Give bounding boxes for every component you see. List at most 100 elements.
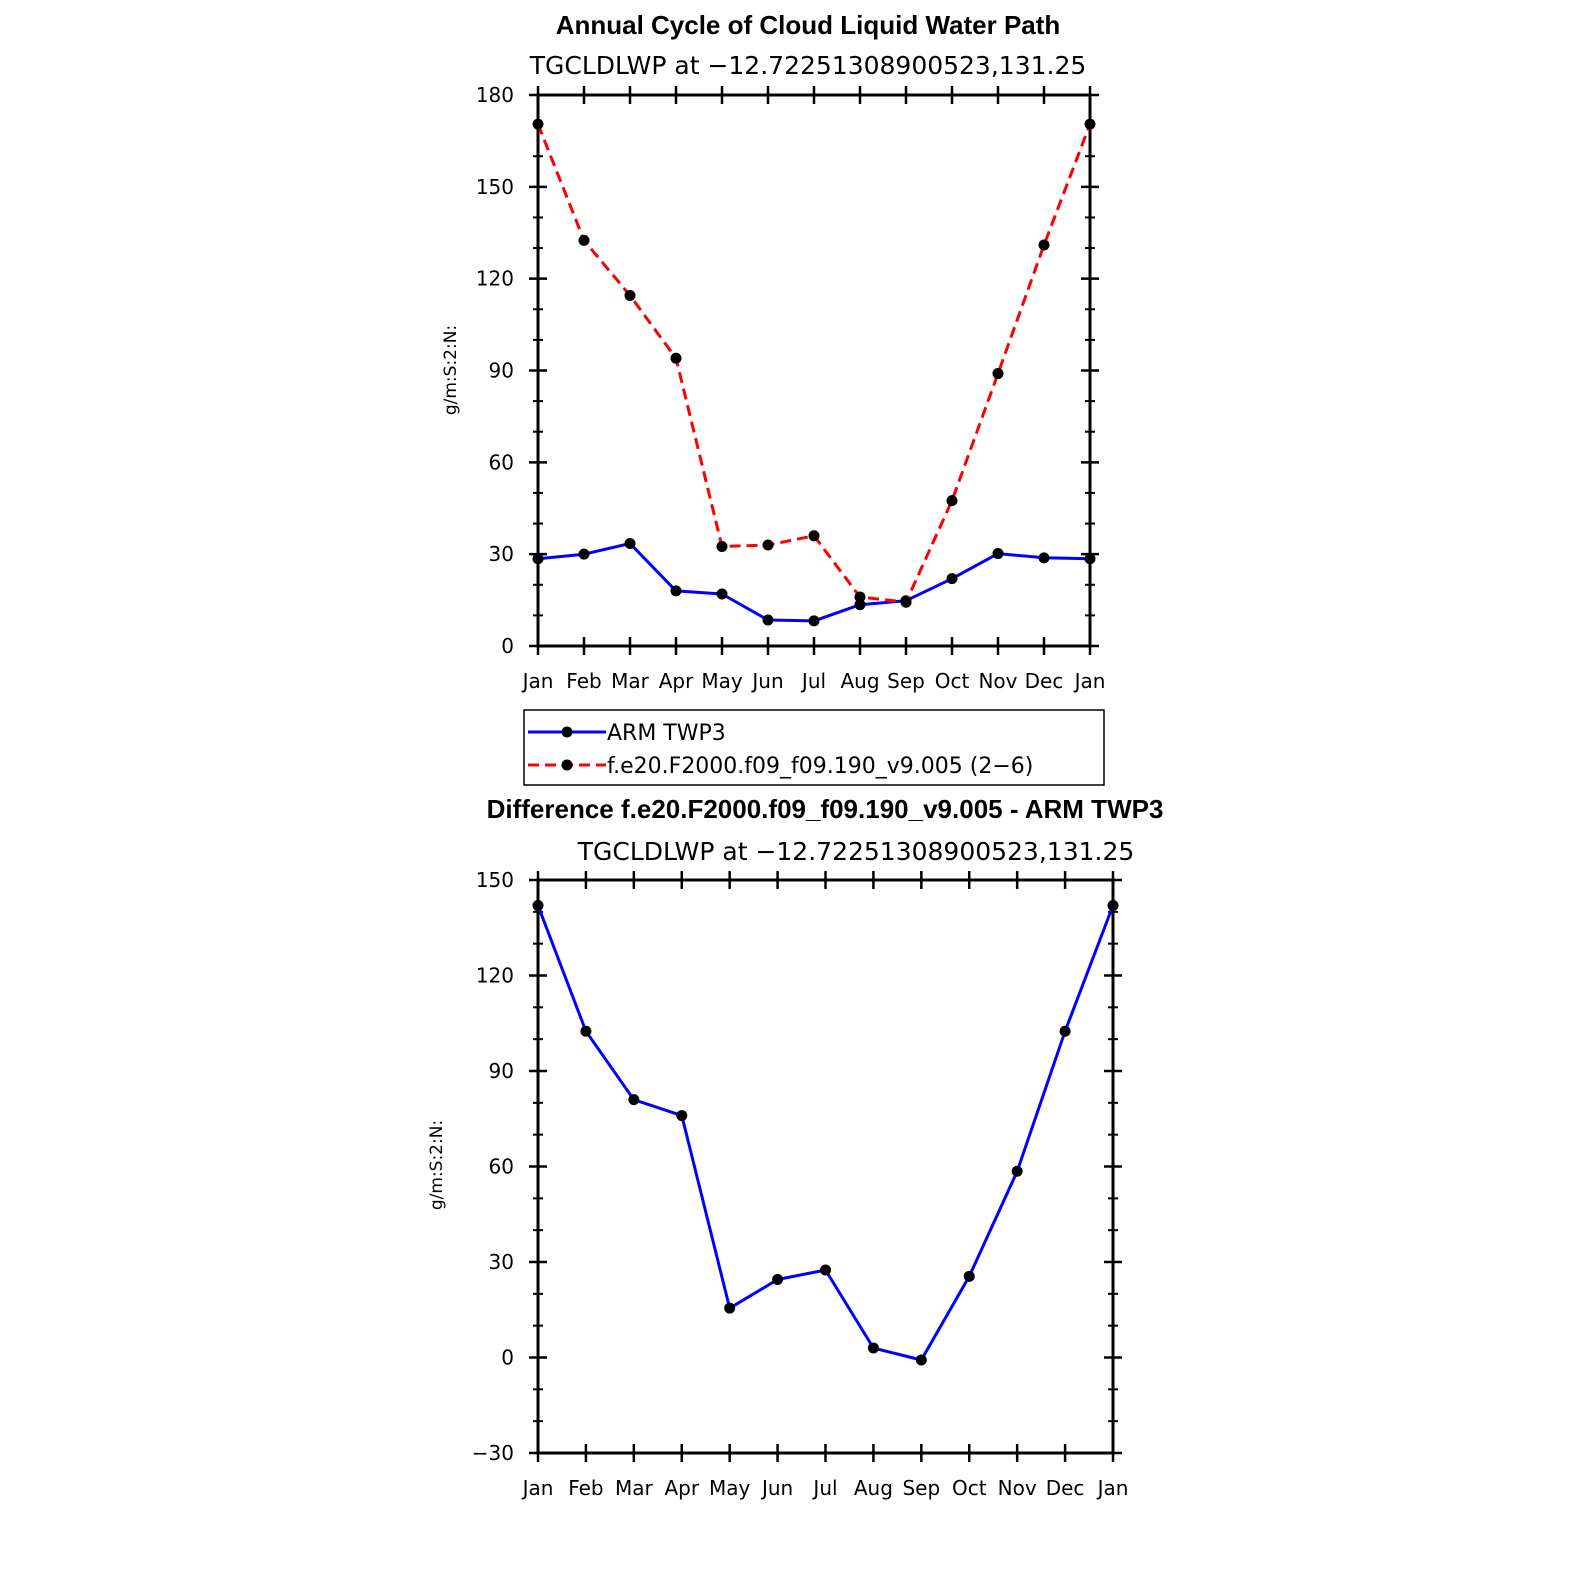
data-point bbox=[820, 1264, 831, 1276]
y-tick-label: 120 bbox=[476, 964, 514, 988]
y-tick-label: 180 bbox=[476, 83, 514, 107]
data-point bbox=[1107, 899, 1119, 911]
data-point bbox=[915, 1354, 927, 1366]
data-point bbox=[578, 234, 590, 246]
x-tick-label: May bbox=[709, 1476, 751, 1500]
x-tick-label: Feb bbox=[568, 1476, 603, 1500]
panel2-series bbox=[532, 899, 1119, 1366]
y-tick-label: 0 bbox=[501, 1346, 514, 1370]
data-point bbox=[808, 530, 820, 542]
data-point bbox=[716, 541, 728, 553]
x-tick-label: Feb bbox=[566, 669, 601, 693]
data-point bbox=[854, 599, 866, 611]
legend-label-arm-twp3: ARM TWP3 bbox=[607, 721, 726, 746]
legend-marker-arm-twp3 bbox=[561, 726, 573, 738]
annual-cycle-panel: Annual Cycle of Cloud Liquid Water Path … bbox=[441, 10, 1105, 693]
data-point bbox=[676, 1110, 688, 1122]
data-point bbox=[1059, 1025, 1071, 1037]
panel2-plot-frame bbox=[536, 878, 1115, 1455]
data-point bbox=[992, 368, 1004, 380]
y-tick-label: 150 bbox=[476, 868, 514, 892]
y-tick-label: 30 bbox=[489, 542, 514, 566]
y-tick-label: 90 bbox=[489, 1059, 514, 1083]
difference-panel: Difference f.e20.F2000.f09_f09.190_v9.00… bbox=[427, 794, 1163, 1500]
panel1-title: Annual Cycle of Cloud Liquid Water Path bbox=[556, 10, 1061, 40]
data-point bbox=[946, 495, 958, 507]
panel1-plot-frame bbox=[536, 93, 1092, 648]
data-point bbox=[532, 899, 544, 911]
data-point bbox=[580, 1025, 592, 1037]
data-point bbox=[946, 573, 958, 585]
panel1-tick-labels: 0 30 60 90 120 150 180 Jan Feb Mar Apr May Jun Jul Aug… bbox=[476, 83, 1106, 693]
x-tick-label: Dec bbox=[1025, 669, 1064, 693]
y-tick-label: −30 bbox=[472, 1441, 514, 1465]
data-point bbox=[624, 537, 636, 549]
panel1-subtitle: TGCLDLWP at −12.72251308900523,131.25 bbox=[529, 51, 1087, 80]
x-tick-label: Sep bbox=[887, 669, 925, 693]
data-point bbox=[724, 1302, 736, 1314]
x-tick-label: Jan bbox=[521, 1476, 554, 1500]
panel2-subtitle: TGCLDLWP at −12.72251308900523,131.25 bbox=[577, 837, 1135, 866]
panel2-title: Difference f.e20.F2000.f09_f09.190_v9.00… bbox=[487, 794, 1164, 824]
panel2-ticks bbox=[529, 871, 1122, 1462]
data-point bbox=[762, 539, 774, 551]
legend-marker-model bbox=[561, 759, 573, 771]
x-tick-label: Apr bbox=[664, 1476, 699, 1500]
data-point bbox=[867, 1342, 879, 1354]
data-point bbox=[532, 118, 544, 130]
x-tick-label: Jan bbox=[1073, 669, 1106, 693]
y-tick-label: 0 bbox=[501, 634, 514, 658]
x-tick-label: Jul bbox=[800, 669, 826, 693]
x-tick-label: Apr bbox=[659, 669, 694, 693]
x-tick-label: Jul bbox=[811, 1476, 837, 1500]
series-line-primary bbox=[536, 904, 1115, 1362]
data-point bbox=[900, 596, 912, 608]
legend-label-model: f.e20.F2000.f09_f09.190_v9.005 (2−6) bbox=[607, 754, 1033, 779]
data-point bbox=[532, 553, 544, 565]
data-point bbox=[963, 1270, 975, 1282]
legend-box bbox=[523, 709, 1105, 786]
data-point bbox=[1038, 239, 1050, 251]
x-tick-label: Mar bbox=[611, 669, 650, 693]
data-point bbox=[992, 548, 1004, 560]
x-tick-label: Aug bbox=[854, 1476, 893, 1500]
x-tick-label: Aug bbox=[840, 669, 879, 693]
data-point bbox=[670, 585, 682, 597]
panel2-y-axis-label: g/m:S:2:N: bbox=[427, 1120, 447, 1210]
panel1-ticks bbox=[529, 86, 1099, 655]
y-tick-label: 30 bbox=[489, 1250, 514, 1274]
x-tick-label: Oct bbox=[952, 1476, 987, 1500]
data-point bbox=[772, 1274, 784, 1286]
data-point bbox=[1084, 118, 1096, 130]
panel1-series bbox=[532, 118, 1096, 627]
panel2-tick-labels: −30 0 30 60 90 120 150 Jan Feb Mar Apr May Jun Jul Aug… bbox=[472, 868, 1129, 1500]
x-tick-label: Jun bbox=[760, 1476, 793, 1500]
data-point bbox=[670, 352, 682, 364]
x-tick-label: Nov bbox=[978, 669, 1017, 693]
y-tick-label: 60 bbox=[489, 450, 514, 474]
data-point bbox=[578, 548, 590, 560]
data-point bbox=[1084, 553, 1096, 565]
x-tick-label: Jan bbox=[1096, 1476, 1129, 1500]
y-tick-label: 90 bbox=[489, 359, 514, 383]
x-tick-label: Oct bbox=[935, 669, 970, 693]
panel1-y-axis-label: g/m:S:2:N: bbox=[441, 325, 461, 415]
data-point bbox=[716, 588, 728, 600]
data-point bbox=[762, 614, 774, 626]
x-tick-label: Dec bbox=[1046, 1476, 1085, 1500]
data-point bbox=[628, 1094, 640, 1106]
x-tick-label: Jan bbox=[521, 669, 554, 693]
data-point bbox=[854, 591, 866, 603]
y-tick-label: 60 bbox=[489, 1155, 514, 1179]
data-point bbox=[1011, 1165, 1023, 1177]
data-point bbox=[1038, 552, 1050, 564]
x-tick-label: Sep bbox=[902, 1476, 940, 1500]
x-tick-label: Jun bbox=[750, 669, 783, 693]
data-point bbox=[624, 290, 636, 302]
data-point bbox=[808, 615, 820, 627]
y-tick-label: 150 bbox=[476, 175, 514, 199]
x-tick-label: May bbox=[701, 669, 743, 693]
x-tick-label: Nov bbox=[998, 1476, 1037, 1500]
x-tick-label: Mar bbox=[615, 1476, 654, 1500]
